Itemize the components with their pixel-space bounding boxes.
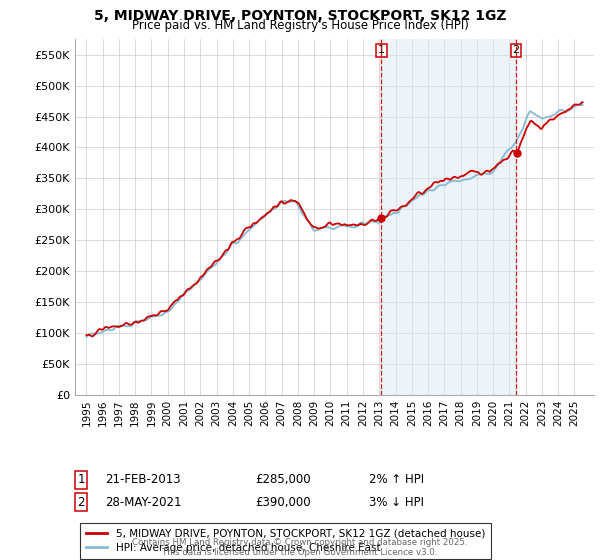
Text: 3% ↓ HPI: 3% ↓ HPI — [369, 496, 424, 509]
Text: 1: 1 — [77, 473, 85, 487]
Legend: 5, MIDWAY DRIVE, POYNTON, STOCKPORT, SK12 1GZ (detached house), HPI: Average pri: 5, MIDWAY DRIVE, POYNTON, STOCKPORT, SK1… — [80, 522, 491, 559]
Text: Contains HM Land Registry data © Crown copyright and database right 2025.
This d: Contains HM Land Registry data © Crown c… — [132, 538, 468, 557]
Text: 2: 2 — [77, 496, 85, 509]
Text: £285,000: £285,000 — [255, 473, 311, 487]
Text: Price paid vs. HM Land Registry's House Price Index (HPI): Price paid vs. HM Land Registry's House … — [131, 19, 469, 32]
Text: 2% ↑ HPI: 2% ↑ HPI — [369, 473, 424, 487]
Text: 5, MIDWAY DRIVE, POYNTON, STOCKPORT, SK12 1GZ: 5, MIDWAY DRIVE, POYNTON, STOCKPORT, SK1… — [94, 9, 506, 23]
Text: 21-FEB-2013: 21-FEB-2013 — [105, 473, 181, 487]
Text: 1: 1 — [378, 45, 385, 55]
Text: 2: 2 — [512, 45, 520, 55]
Text: 28-MAY-2021: 28-MAY-2021 — [105, 496, 182, 509]
Text: £390,000: £390,000 — [255, 496, 311, 509]
